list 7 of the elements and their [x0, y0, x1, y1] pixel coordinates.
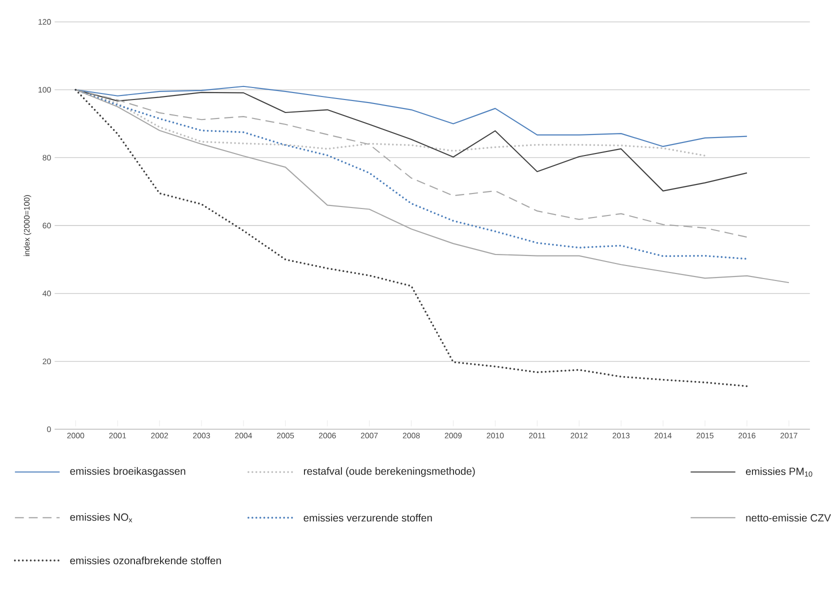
legend-label: restafval (oude berekeningsmethode): [304, 467, 475, 477]
legend-label: emissies broeikasgassen: [70, 467, 186, 477]
legend-label: netto-emissie CZV: [746, 514, 831, 522]
legend-label: emissies verzurende stoffen: [304, 514, 432, 522]
legend-label: emissies NO$_{x}$: [70, 513, 132, 522]
legend-label: emissies PM$_{10}$: [746, 467, 812, 477]
legend-label: emissies ozonafbrekende stoffen: [70, 556, 221, 564]
